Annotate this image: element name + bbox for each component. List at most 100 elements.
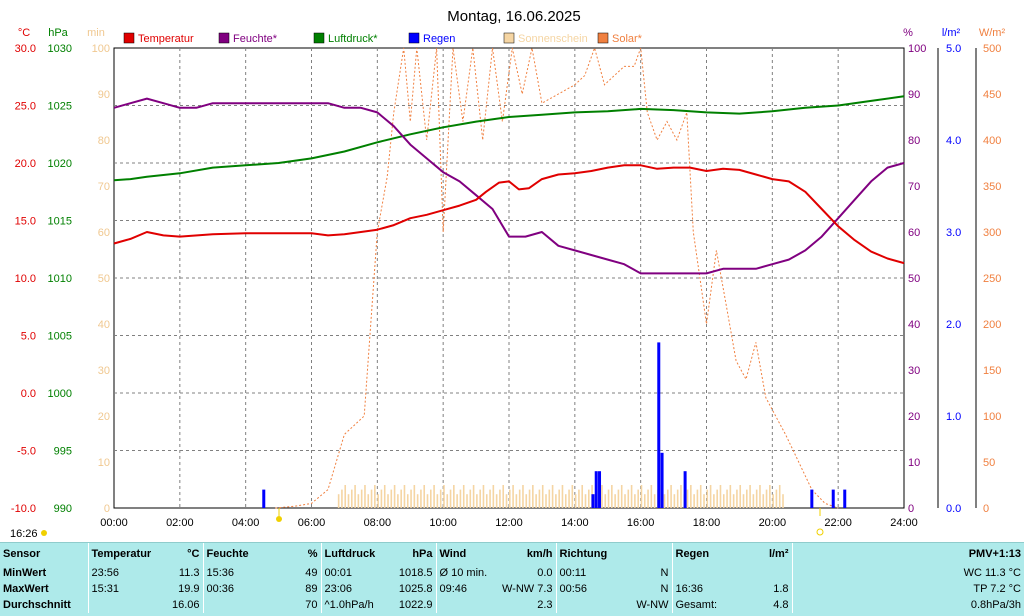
rain-bar [591,494,595,508]
sunshine-bar [647,489,649,508]
temp-tick-label: 10.0 [15,273,36,285]
sunshine-bar [624,494,626,508]
sunshine-bar [726,489,728,508]
legend-label: Feuchte* [233,33,278,45]
max-humidity-time: 00:36 [202,581,273,597]
header-direction: Richtung [555,543,612,565]
line-series [113,95,905,275]
legend-swatch [123,32,135,44]
sunshine-bar [423,485,426,508]
pressure-tick-label: 1005 [48,331,72,343]
humidity-tick-label: 100 [908,43,926,55]
current-time-label: 16:26 [10,528,38,540]
sunshine-bar [453,485,455,508]
humidity-tick-label: 50 [908,273,920,285]
sunshine-bar [397,494,399,508]
wind-avg-label: Ø 10 min. [435,565,496,581]
sunshine-bar [690,485,692,508]
max-pressure-time: 23:06 [320,581,376,597]
pressure-tick-label: 1020 [48,158,72,170]
rain-bar [657,342,661,508]
min-humidity-value: 49 [305,567,318,579]
header-direction-spacer [612,543,672,565]
solar-tick-label: 50 [983,457,995,469]
sunshine-bar [538,489,541,508]
sunshine-tick-label: 50 [98,273,110,285]
min-temp-time: 23:56 [87,565,158,581]
current-time-marker-icon [41,530,47,536]
sunshine-bar [430,489,432,508]
x-tick-label: 20:00 [759,517,787,529]
sunshine-bar [532,485,534,508]
min-pmv-spacer [791,565,847,581]
sunshine-tick-label: 40 [98,319,110,331]
sunshine-bar [337,494,340,508]
avg-humidity-note [202,597,273,613]
humidity-tick-label: 30 [908,365,920,377]
sunshine-bar [525,494,528,508]
legend-label: Luftdruck* [328,33,378,45]
sunshine-bar [736,489,738,508]
pressure-tick-label: 1000 [48,388,72,400]
sunshine-bar [446,494,449,508]
sunshine-bar [574,494,577,508]
sunshine-bar [561,485,564,508]
dew-point-value: TP 7.2 °C [973,583,1021,595]
solar-tick-label: 150 [983,365,1001,377]
sunshine-bar [755,489,758,508]
max-temp-value: 19.9 [178,583,200,595]
sunshine-bar [420,489,422,508]
sunshine-bar [732,494,735,508]
min-pressure-value: 1018.5 [398,567,433,579]
sunshine-bar [518,489,521,508]
header-sensor: Sensor [3,548,41,560]
sunshine-bar [775,489,778,508]
humidity-tick-label: 20 [908,411,920,423]
sunshine-bar [588,489,590,508]
sunshine-bar [443,485,445,508]
min-humidity-time: 15:36 [202,565,273,581]
pressure-tick-label: 1030 [48,43,72,55]
sunshine-bar [782,494,784,508]
sunshine-bar [722,494,725,508]
sunshine-bar [778,485,781,508]
sunshine-bar [571,485,574,508]
sunshine-bar [739,485,742,508]
rain-tick-label: 1.0 [946,411,961,423]
sunshine-bar [713,494,715,508]
rain-bar [683,471,687,508]
sunshine-bar [439,489,442,508]
sunrise-icon [276,516,282,522]
sunset-icon [816,528,824,536]
legend-label: Solar* [612,33,643,45]
header-temperature-unit: °C [187,548,200,560]
sunshine-bar [716,489,718,508]
sunshine-bar [673,494,676,508]
temp-tick-label: 30.0 [15,43,36,55]
sunshine-bar [341,489,343,508]
sunshine-bar [360,489,363,508]
sunshine-bar [492,485,495,508]
temp-tick-label: 15.0 [15,216,36,228]
humidity-tick-label: 10 [908,457,920,469]
stats-row-min: MinWert 23:56 11.3 15:36 49 00:01 1018.5… [0,565,1024,581]
rain-bar [843,489,847,508]
humidity-tick-label: 40 [908,319,920,331]
sunshine-bar [351,489,353,508]
row-label-max: MaxWert [3,583,49,595]
rain-tick-label: 3.0 [946,227,961,239]
sunshine-bar [643,494,646,508]
sunshine-bar [581,485,584,508]
legend-swatch [313,32,325,44]
humidity-tick-label: 0 [908,503,914,515]
sunshine-bar [499,489,501,508]
sunshine-bar [479,489,481,508]
header-pressure-unit: hPa [412,548,433,560]
header-rain: Regen [671,543,727,565]
legend: Temperatur Feuchte* Luftdruck* Regen Sonnens… [123,32,643,45]
sunshine-bar [719,485,722,508]
x-tick-label: 04:00 [232,517,260,529]
max-pressure-value: 1025.8 [398,583,433,595]
x-tick-label: 22:00 [824,517,852,529]
sunshine-tick-label: 60 [98,227,110,239]
